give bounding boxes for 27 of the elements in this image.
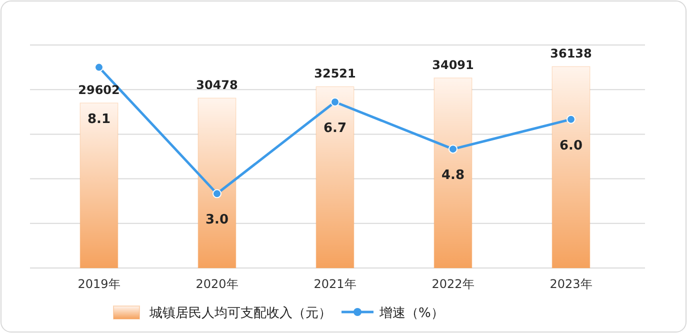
bar <box>198 98 236 268</box>
legend-label: 增速（%） <box>378 306 444 321</box>
data-label: 4.8 <box>441 168 465 184</box>
legend-label: 城镇居民人均可支配收入（元） <box>148 306 332 321</box>
x-tick-label: 2023年 <box>550 277 592 291</box>
data-label: 30478 <box>196 78 238 92</box>
bar <box>434 78 472 268</box>
point <box>330 97 340 106</box>
bar <box>316 86 354 268</box>
x-tick-label: 2022年 <box>432 277 474 291</box>
x-tick-label: 2020年 <box>196 277 238 291</box>
x-tick-label: 2021年 <box>314 277 356 291</box>
data-label: 6.0 <box>559 138 583 154</box>
x-tick-label: 2019年 <box>78 277 120 291</box>
data-label: 29602 <box>78 82 120 97</box>
point <box>566 114 576 124</box>
point <box>212 189 222 198</box>
data-label: 36138 <box>550 46 592 61</box>
bar <box>80 102 118 268</box>
point <box>448 144 458 154</box>
data-label: 8.1 <box>87 112 111 127</box>
point <box>94 62 104 72</box>
data-label: 34091 <box>432 58 474 72</box>
data-label: 6.7 <box>323 120 347 136</box>
data-label: 3.0 <box>205 212 229 228</box>
data-label: 32521 <box>314 66 356 81</box>
bar <box>552 66 590 268</box>
